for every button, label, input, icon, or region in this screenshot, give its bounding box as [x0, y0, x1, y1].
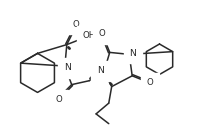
Text: OH: OH [83, 31, 96, 40]
Polygon shape [104, 52, 132, 87]
Text: N: N [64, 63, 71, 72]
Text: N: N [97, 67, 104, 75]
Text: O: O [72, 20, 79, 29]
Text: O: O [147, 78, 154, 87]
Text: O: O [56, 95, 62, 104]
Text: N: N [129, 49, 136, 58]
Polygon shape [21, 45, 67, 66]
Polygon shape [21, 53, 54, 92]
Polygon shape [146, 44, 173, 75]
Text: O: O [99, 29, 106, 38]
